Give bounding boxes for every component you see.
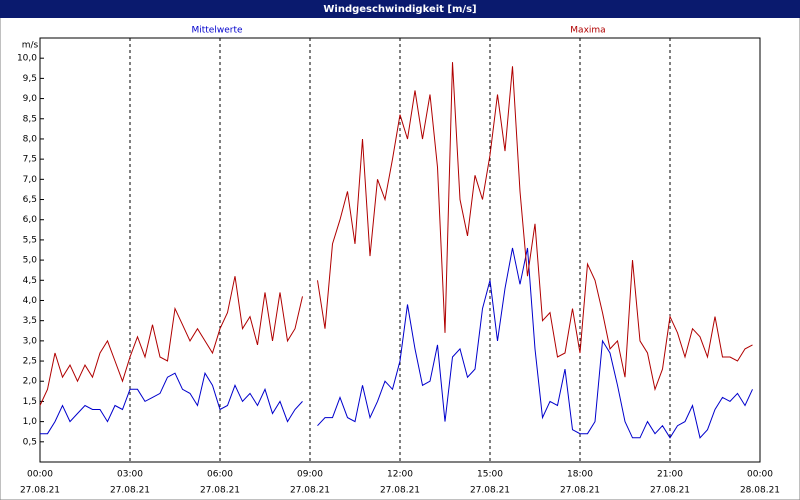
y-tick-label: 3,5 [23,316,37,326]
y-tick-label: 8,0 [23,134,38,144]
y-tick-label: 2,0 [23,377,38,387]
x-tick-date: 27.08.21 [110,486,150,496]
y-tick-label: 5,5 [23,235,37,245]
x-tick-date: 27.08.21 [290,486,330,496]
chart-title: Windgeschwindigkeit [m/s] [323,4,476,15]
x-tick-date: 27.08.21 [200,486,240,496]
x-tick-label: 03:00 [117,470,143,480]
y-tick-label: 9,5 [23,74,37,84]
y-tick-label: 6,5 [23,195,37,205]
y-tick-label: 7,0 [23,175,38,185]
x-tick-date: 28.08.21 [740,486,780,496]
y-tick-label: 6,0 [23,215,38,225]
x-tick-date: 27.08.21 [20,486,60,496]
y-tick-label: 4,5 [23,276,37,286]
y-axis-label: m/s [22,41,39,51]
x-tick-label: 00:00 [27,470,53,480]
y-tick-label: 2,5 [23,357,37,367]
y-tick-label: 5,0 [23,256,38,266]
y-tick-label: 10,0 [17,54,37,64]
x-tick-label: 21:00 [657,470,683,480]
legend-entry: Maxima [570,26,605,36]
x-tick-date: 27.08.21 [470,486,510,496]
y-tick-label: 4,0 [23,296,38,306]
legend-entry: Mittelwerte [191,26,242,36]
y-tick-label: 0,5 [23,437,37,447]
y-tick-label: 3,0 [23,336,38,346]
x-tick-label: 12:00 [387,470,413,480]
x-tick-date: 27.08.21 [650,486,690,496]
line-series [39,62,753,406]
x-tick-label: 00:00 [747,470,773,480]
x-tick-date: 27.08.21 [560,486,600,496]
y-tick-label: 8,5 [23,114,37,124]
x-tick-label: 18:00 [567,470,593,480]
y-tick-label: 9,0 [23,94,38,104]
y-tick-label: 1,5 [23,397,37,407]
y-tick-label: 7,5 [23,155,37,165]
y-tick-label: 1,0 [23,417,38,427]
title-bar [0,0,800,18]
x-tick-label: 09:00 [297,470,323,480]
x-tick-label: 15:00 [477,470,503,480]
x-tick-date: 27.08.21 [380,486,420,496]
line-series [40,247,753,439]
x-tick-label: 06:00 [207,470,233,480]
